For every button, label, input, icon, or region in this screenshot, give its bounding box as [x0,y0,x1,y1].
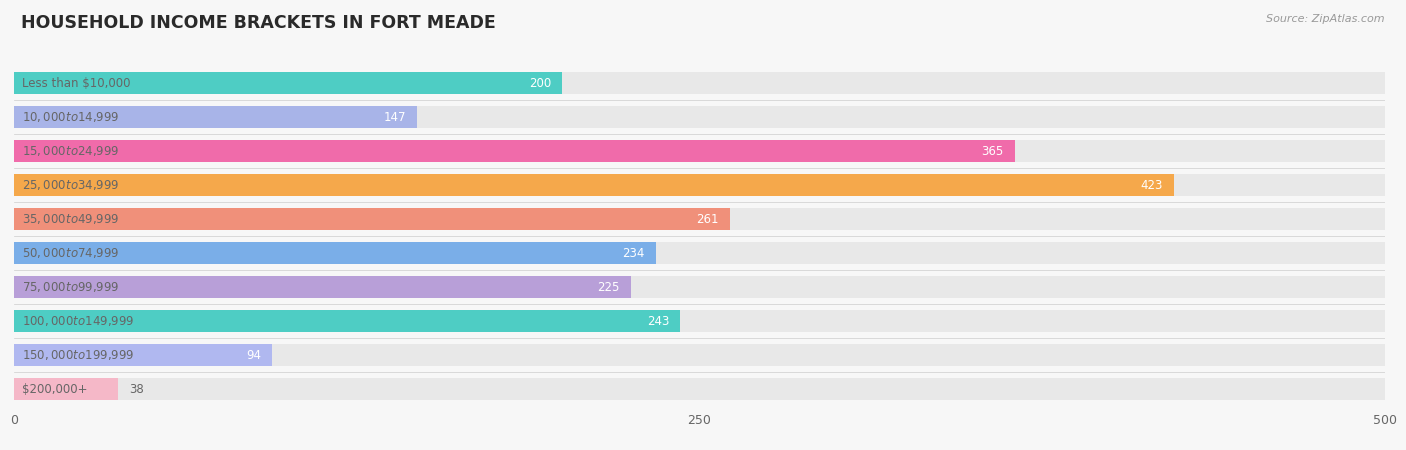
Text: 38: 38 [129,382,143,396]
Bar [14,310,681,332]
Text: $10,000 to $14,999: $10,000 to $14,999 [22,110,120,124]
Bar [14,174,1174,196]
Text: 261: 261 [696,213,718,226]
Text: 423: 423 [1140,179,1163,192]
Text: 243: 243 [647,315,669,328]
Text: $50,000 to $74,999: $50,000 to $74,999 [22,246,120,260]
Bar [14,378,118,400]
Text: HOUSEHOLD INCOME BRACKETS IN FORT MEADE: HOUSEHOLD INCOME BRACKETS IN FORT MEADE [21,14,496,32]
Text: 225: 225 [598,281,620,294]
Bar [14,106,1385,128]
Bar [14,276,631,298]
Text: $35,000 to $49,999: $35,000 to $49,999 [22,212,120,226]
Text: $200,000+: $200,000+ [22,382,87,396]
Bar [14,310,1385,332]
Bar [14,242,655,264]
Text: $100,000 to $149,999: $100,000 to $149,999 [22,314,135,328]
Bar [14,344,1385,366]
Bar [14,174,1385,196]
Text: $150,000 to $199,999: $150,000 to $199,999 [22,348,135,362]
Bar [14,208,730,230]
Text: $15,000 to $24,999: $15,000 to $24,999 [22,144,120,158]
Bar [14,106,418,128]
Bar [14,72,562,94]
Bar [14,140,1015,162]
Bar [14,242,1385,264]
Text: Source: ZipAtlas.com: Source: ZipAtlas.com [1267,14,1385,23]
Bar [14,344,271,366]
Text: 365: 365 [981,145,1004,158]
Text: 234: 234 [623,247,644,260]
Text: 94: 94 [246,349,262,362]
Text: $75,000 to $99,999: $75,000 to $99,999 [22,280,120,294]
Bar [14,140,1385,162]
Bar [14,208,1385,230]
Bar [14,276,1385,298]
Text: $25,000 to $34,999: $25,000 to $34,999 [22,178,120,192]
Bar [14,378,1385,400]
Bar [14,72,1385,94]
Text: 200: 200 [529,77,551,90]
Text: 147: 147 [384,111,406,124]
Text: Less than $10,000: Less than $10,000 [22,77,131,90]
